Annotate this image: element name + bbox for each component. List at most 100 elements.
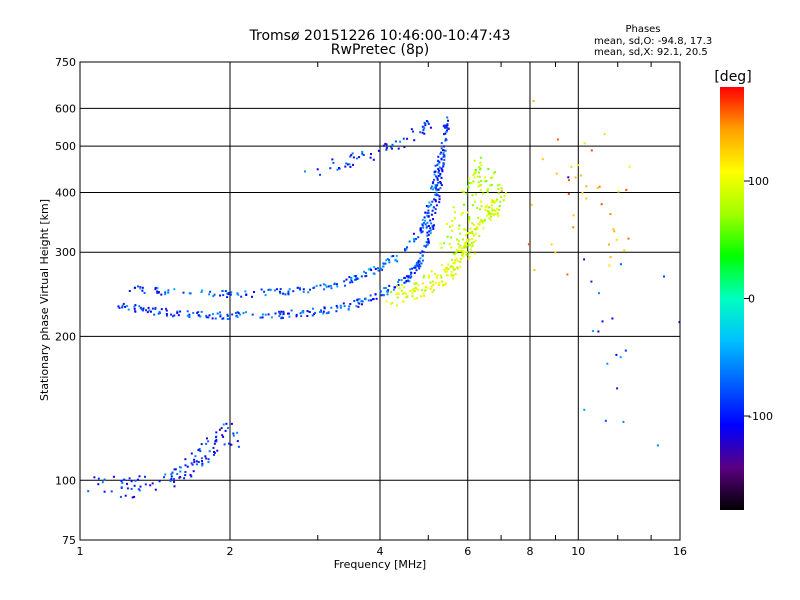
- data-point: [173, 478, 175, 481]
- data-point: [198, 314, 201, 317]
- data-point: [370, 153, 372, 155]
- data-point: [434, 273, 437, 275]
- data-point: [287, 312, 289, 315]
- data-point: [391, 147, 393, 150]
- data-point: [419, 252, 422, 255]
- colorbar-tick-label: 0: [748, 293, 755, 306]
- data-point: [432, 188, 435, 191]
- data-point: [401, 292, 404, 295]
- data-point: [147, 306, 150, 309]
- data-point: [452, 206, 455, 209]
- data-point: [369, 294, 372, 297]
- data-point: [479, 189, 482, 192]
- data-point: [312, 307, 314, 310]
- data-point: [497, 188, 500, 190]
- data-point: [228, 317, 231, 320]
- data-point: [473, 252, 476, 255]
- data-point: [379, 290, 382, 293]
- data-point: [422, 276, 425, 279]
- data-point: [173, 288, 176, 291]
- data-point: [222, 435, 225, 438]
- data-point: [423, 121, 426, 124]
- data-point: [299, 288, 302, 291]
- data-point: [167, 289, 170, 292]
- colorbar-unit: [deg]: [714, 69, 751, 85]
- data-point: [487, 210, 490, 213]
- data-point: [365, 274, 368, 277]
- data-point: [350, 279, 353, 282]
- data-point: [306, 315, 309, 317]
- data-point: [138, 475, 141, 478]
- data-point: [154, 488, 157, 491]
- data-point: [179, 475, 182, 478]
- data-point: [429, 229, 432, 232]
- data-point: [183, 477, 186, 480]
- data-point: [603, 133, 606, 136]
- data-point: [279, 292, 282, 295]
- data-point: [196, 463, 198, 466]
- data-point: [468, 181, 471, 184]
- data-point: [184, 474, 187, 477]
- data-point: [221, 317, 224, 320]
- data-point: [395, 254, 398, 257]
- data-point: [598, 292, 600, 295]
- data-point: [489, 218, 492, 221]
- data-point: [319, 311, 321, 313]
- data-point: [502, 199, 505, 202]
- data-point: [470, 242, 473, 245]
- data-point: [179, 470, 182, 473]
- data-point: [388, 284, 391, 287]
- data-point: [466, 240, 469, 243]
- data-point: [615, 238, 618, 241]
- data-point: [478, 223, 481, 226]
- data-point: [179, 310, 182, 313]
- data-point: [455, 257, 458, 260]
- data-point: [148, 309, 151, 312]
- data-point: [427, 225, 430, 227]
- data-point: [498, 205, 501, 207]
- data-point: [213, 442, 216, 445]
- data-point: [484, 180, 487, 183]
- y-tick-label: 100: [55, 474, 76, 487]
- data-point: [213, 453, 215, 456]
- data-point: [492, 209, 495, 212]
- data-point: [345, 162, 348, 165]
- data-point: [468, 255, 471, 258]
- y-tick-label: 600: [55, 102, 76, 115]
- data-point: [348, 276, 351, 279]
- data-point: [608, 264, 611, 267]
- data-point: [459, 232, 462, 235]
- data-point: [302, 311, 305, 314]
- data-point: [251, 295, 253, 298]
- data-point: [453, 211, 456, 214]
- data-point: [468, 220, 471, 223]
- data-point: [443, 124, 446, 127]
- data-point: [456, 266, 459, 269]
- data-point: [361, 152, 364, 155]
- data-point: [330, 287, 333, 290]
- data-point: [441, 170, 444, 173]
- data-point: [151, 482, 154, 485]
- data-point: [474, 168, 477, 171]
- data-point: [405, 248, 408, 251]
- data-point: [473, 228, 476, 230]
- data-point: [430, 187, 432, 190]
- data-point: [485, 204, 488, 207]
- data-point: [447, 263, 450, 266]
- data-point: [428, 230, 431, 233]
- data-point: [205, 457, 208, 460]
- data-point: [201, 460, 203, 463]
- data-point: [616, 387, 619, 390]
- data-point: [376, 267, 379, 270]
- data-point: [556, 138, 559, 141]
- data-point: [352, 156, 355, 159]
- data-point: [429, 219, 432, 222]
- data-point: [403, 286, 406, 289]
- data-point: [480, 200, 483, 203]
- data-point: [418, 260, 421, 263]
- data-point: [434, 211, 437, 214]
- data-point: [437, 162, 440, 165]
- data-point: [227, 293, 230, 296]
- data-point: [207, 461, 210, 464]
- data-point: [120, 486, 123, 489]
